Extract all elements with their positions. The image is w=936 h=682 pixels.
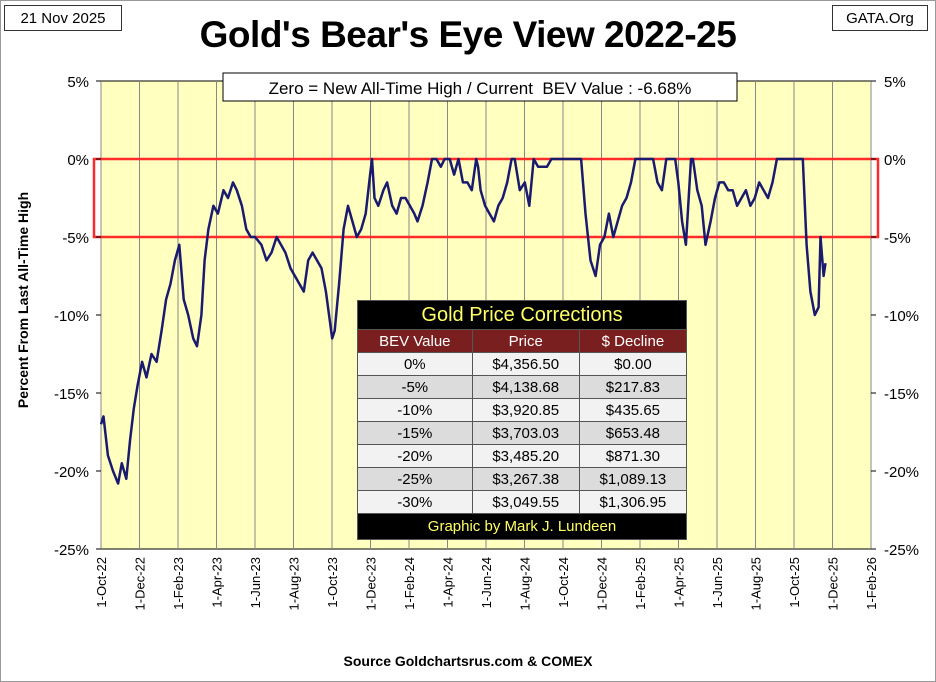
table-cell: $653.48 (578, 421, 688, 445)
source-note: Source Goldchartsrus.com & COMEX (343, 653, 593, 669)
chart-title: Gold's Bear's Eye View 2022-25 (199, 14, 737, 55)
x-tick-label: 1-Oct-22 (94, 557, 109, 608)
table-cell: $217.83 (578, 375, 688, 399)
x-tick-label: 1-Aug-24 (518, 557, 533, 610)
x-tick-label: 1-Oct-25 (787, 557, 802, 608)
series-line (99, 157, 827, 485)
table-cell: -15% (357, 421, 473, 445)
table-title: Gold Price Corrections (357, 300, 687, 330)
date-label: 21 Nov 2025 (4, 5, 122, 31)
table-cell: -20% (357, 444, 473, 468)
table-cell: $3,703.03 (471, 421, 580, 445)
table-cell: $4,138.68 (471, 375, 580, 399)
corrections-table: Gold Price Corrections BEV Value Price $… (357, 300, 688, 540)
y-tick-label-right: -25% (884, 542, 919, 559)
y-tick-label-right: 0% (884, 152, 906, 169)
y-axis-right: 5% 0% -5% -10% -15% -20% -25% (871, 74, 919, 559)
annotation-text: Zero = New All-Time High / Current BEV V… (269, 79, 692, 98)
x-tick-label: 1-Jun-23 (248, 557, 263, 608)
x-tick-label: 1-Jun-24 (479, 557, 494, 608)
table-header: $ Decline (578, 329, 688, 353)
table-row: -30% $3,049.55 $1,306.95 (357, 490, 688, 514)
annotation-box (222, 72, 738, 102)
table-cell: $3,485.20 (471, 444, 580, 468)
table-cell: $3,267.38 (471, 467, 580, 491)
y-axis-left: 5% 0% -5% -10% -15% -20% -25% (54, 74, 101, 559)
table-cell: $1,306.95 (578, 490, 688, 514)
table-header: Price (471, 329, 580, 353)
x-tick-label: 1-Dec-25 (826, 557, 841, 610)
table-cell: $3,049.55 (471, 490, 580, 514)
table-row: -15% $3,703.03 $653.48 (357, 421, 688, 445)
x-tick-label: 1-Aug-23 (287, 557, 302, 610)
table-cell: -10% (357, 398, 473, 422)
table-cell: $435.65 (578, 398, 688, 422)
x-tick-label: 1-Oct-24 (556, 557, 571, 608)
y-tick-label-left: -25% (54, 542, 89, 559)
y-tick-label-left: -20% (54, 464, 89, 481)
table-cell: $4,356.50 (471, 352, 580, 376)
table-cell: $0.00 (578, 352, 688, 376)
table-cell: $3,920.85 (471, 398, 580, 422)
table-row: -10% $3,920.85 $435.65 (357, 398, 688, 422)
table-cell: $871.30 (578, 444, 688, 468)
x-axis: 1-Oct-22 1-Dec-22 1-Feb-23 1-Apr-23 1-Jun-23… (94, 557, 879, 610)
table-row: -20% $3,485.20 $871.30 (357, 444, 688, 468)
table-header: BEV Value (357, 329, 473, 353)
y-tick-label-left: 5% (67, 74, 89, 91)
x-tick-label: 1-Dec-24 (595, 557, 610, 610)
x-tick-label: 1-Feb-24 (402, 557, 417, 610)
x-tick-label: 1-Oct-23 (325, 557, 340, 608)
table-footer: Graphic by Mark J. Lundeen (357, 513, 687, 540)
x-tick-label: 1-Aug-25 (749, 557, 764, 610)
table-cell: -30% (357, 490, 473, 514)
table-row: 0% $4,356.50 $0.00 (357, 352, 688, 376)
x-tick-label: 1-Jun-25 (710, 557, 725, 608)
site-label: GATA.Org (832, 5, 928, 31)
x-tick-label: 1-Dec-22 (133, 557, 148, 610)
y-tick-label-right: -5% (884, 230, 911, 247)
x-tick-label: 1-Apr-25 (672, 557, 687, 608)
y-tick-label-right: -10% (884, 308, 919, 325)
table-row: -5% $4,138.68 $217.83 (357, 375, 688, 399)
table-cell: 0% (357, 352, 473, 376)
x-tick-label: 1-Feb-23 (171, 557, 186, 610)
y-tick-label-right: 5% (884, 74, 906, 91)
bev-band (92, 157, 880, 239)
y-tick-label-left: -15% (54, 386, 89, 403)
y-axis-label: Percent From Last All-Time High (15, 192, 31, 408)
x-tick-label: 1-Dec-23 (364, 557, 379, 610)
x-tick-label: 1-Feb-25 (633, 557, 648, 610)
table-cell: $1,089.13 (578, 467, 688, 491)
y-tick-label-right: -20% (884, 464, 919, 481)
y-tick-label-right: -15% (884, 386, 919, 403)
table-cell: -5% (357, 375, 473, 399)
table-row: -25% $3,267.38 $1,089.13 (357, 467, 688, 491)
y-tick-label-left: 0% (67, 152, 89, 169)
x-tick-label: 1-Apr-23 (210, 557, 225, 608)
table-cell: -25% (357, 467, 473, 491)
y-tick-label-left: -5% (62, 230, 89, 247)
y-tick-label-left: -10% (54, 308, 89, 325)
x-tick-label: 1-Apr-24 (441, 557, 456, 608)
x-tick-label: 1-Feb-26 (864, 557, 879, 610)
